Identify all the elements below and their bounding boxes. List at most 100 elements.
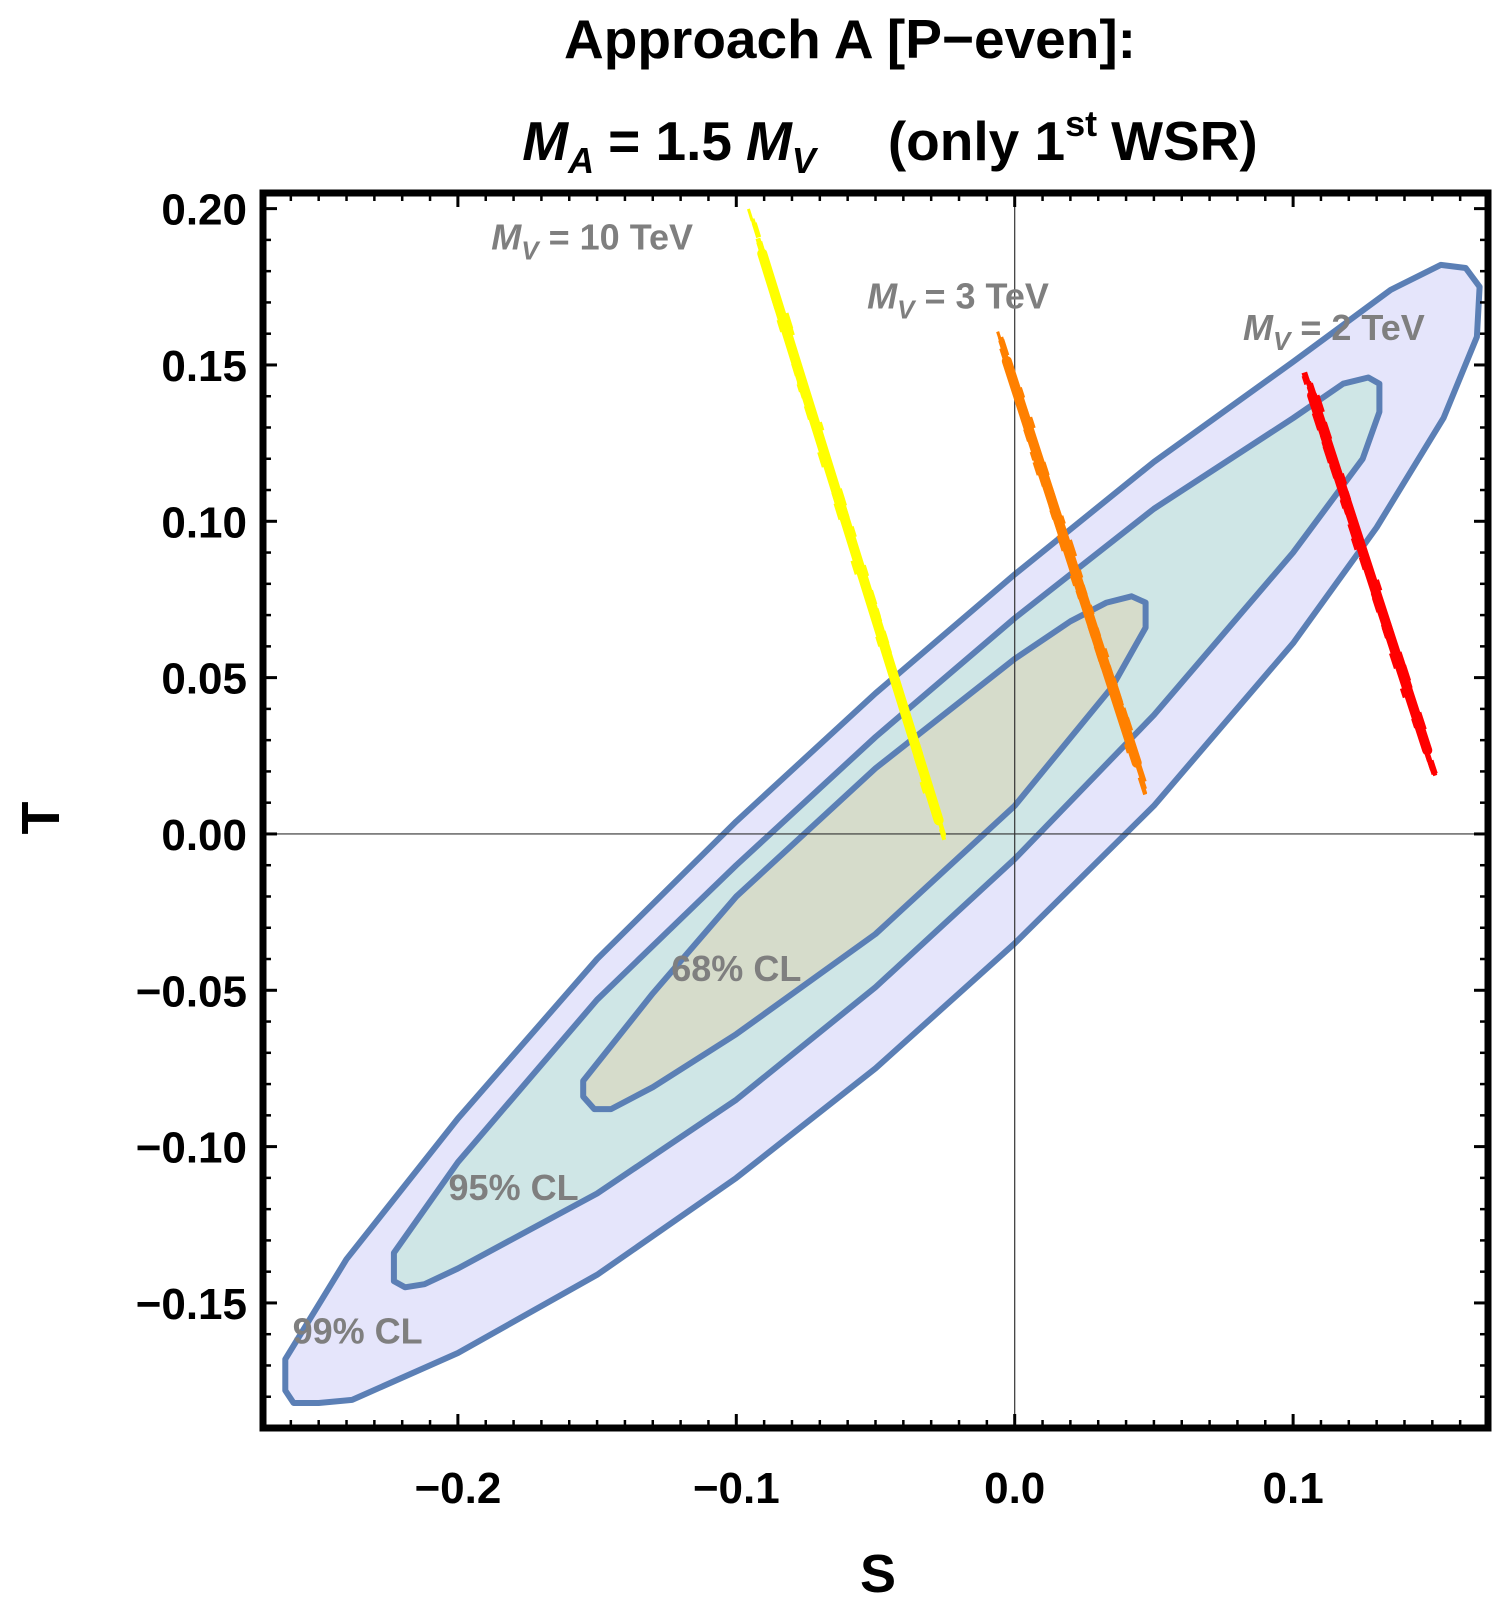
series-speck [1390,638,1398,652]
y-tick-label: −0.05 [136,967,247,1016]
series-speck [1091,633,1101,648]
series-speck [782,312,794,330]
series-speck [929,799,940,817]
series-speck [1138,778,1148,795]
series-speck [1426,759,1435,776]
series-speck [1029,450,1038,461]
x-tick-label: −0.2 [414,1464,501,1513]
title-mv-sub: V [792,140,819,181]
y-tick-label: 0.10 [161,498,247,547]
series-speck [1081,584,1088,596]
series-speck [1318,420,1327,434]
series-speck [1107,664,1116,682]
series-speck [1017,386,1026,399]
series-speck [998,339,1007,352]
series-speck [1099,661,1110,678]
series-speck [1347,523,1359,542]
mv-sub: V [1273,326,1293,356]
series-speck [938,828,947,841]
series-speck [893,680,901,693]
y-axis-label: T [11,802,71,835]
series-speck [908,726,915,737]
series-speck [845,520,854,533]
y-tick-label: 0.20 [161,186,247,235]
series-speck [925,786,932,796]
series-speck [1384,617,1394,633]
series-speck [1117,707,1123,718]
series-speck [803,405,813,420]
title-mv-symbol: M [746,110,793,172]
chart-title-line2: MA = 1.5 MV (only 1st WSR) [522,103,1257,181]
y-tick-label: −0.15 [136,1280,247,1329]
series-speck [1399,687,1408,699]
mv-symbol: M [491,216,522,257]
series-speck [1033,458,1043,477]
series-speck [873,614,883,627]
chart-title-line1: Approach A [P−even]: [564,8,1136,70]
series-speck [1323,421,1333,440]
series-speck [1367,563,1377,580]
series-speck [1381,626,1390,638]
series-speck [1341,490,1350,501]
series-speck [817,435,827,447]
series-speck [861,564,870,577]
series-speck [1077,569,1084,579]
y-tick-label: 0.00 [161,811,247,860]
series-speck [1417,711,1427,731]
series-band-3 [1301,371,1438,777]
series-speck [1399,670,1408,682]
mv-value: = 2 TeV [1300,307,1424,348]
series-speck [856,554,864,567]
series-speck [1042,461,1050,476]
plot-frame [259,189,1492,1432]
series-speck [908,732,916,747]
series-speck [786,338,794,350]
series-speck [801,387,809,399]
mv-sub: V [521,235,541,265]
series-band-1 [746,208,947,841]
series-speck [1413,709,1422,727]
series-speck [842,505,850,519]
series-speck [1023,409,1033,426]
series-speck [1339,499,1347,509]
series-speck [1051,513,1061,532]
series-speck [1079,595,1091,613]
series-speck [1105,667,1113,678]
series-speck [1112,685,1122,701]
series-speck [1359,557,1366,568]
mv-sub: V [897,295,917,325]
series-speck [750,218,758,229]
y-tick-label: 0.15 [161,342,247,391]
series-speck [1429,759,1438,775]
series-speck [1044,478,1054,496]
mv-value: = 10 TeV [549,216,693,257]
series-speck [816,421,825,432]
series-speck [1039,461,1047,473]
mv-symbol: M [1243,307,1274,348]
series-speck [1059,528,1068,539]
series-speck [785,329,793,340]
series-speck [1124,743,1131,754]
title-ma-sub: A [567,140,594,181]
series-speck [776,295,784,309]
mv-label-2: MV = 3 TeV [867,276,1049,325]
series-speck [1011,380,1020,395]
series-speck [1038,475,1046,487]
series-band-2 [996,331,1148,796]
series-speck [1311,412,1322,431]
tick-labels: −0.2 −0.1 0.0 0.1 0.20 0.15 0.10 0.05 0.00 −0.05 −… [136,186,1324,1513]
series-speck [1405,678,1413,689]
series-speck [1306,382,1315,395]
series-speck [857,568,865,579]
series-speck [863,586,873,598]
series-speck [796,383,803,393]
series-speck [817,451,828,468]
series-speck [889,671,897,683]
series-speck [908,718,915,729]
series-speck [791,363,799,377]
series-speck [926,781,933,793]
series-speck [756,241,766,254]
series-speck [1326,444,1334,455]
series-speck [781,328,790,340]
